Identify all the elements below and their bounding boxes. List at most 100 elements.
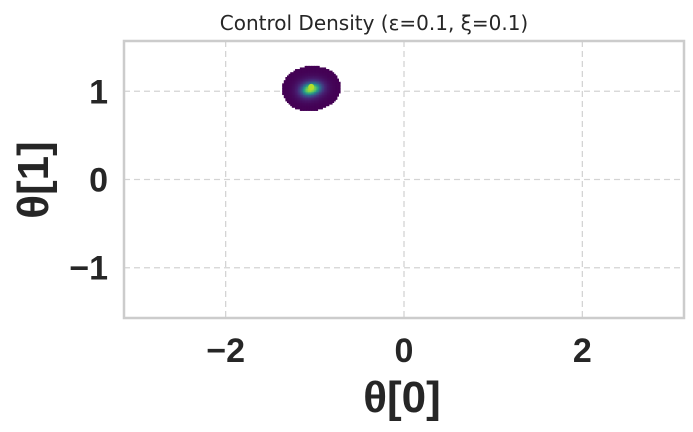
density-cell: [304, 69, 307, 72]
density-cell: [283, 80, 287, 83]
density-cell: [298, 100, 301, 103]
density-cell: [287, 88, 290, 91]
density-cell: [299, 72, 303, 75]
density-cell: [309, 67, 312, 70]
density-cell: [319, 81, 322, 84]
density-cell: [295, 72, 298, 75]
density-cell: [327, 75, 330, 78]
density-cell: [333, 89, 336, 92]
density-cell: [331, 94, 335, 97]
density-cell: [299, 89, 303, 92]
density-cell: [291, 86, 295, 89]
density-cell: [323, 76, 327, 80]
density-cell: [306, 108, 309, 111]
density-cell: [315, 99, 319, 102]
density-cell: [333, 91, 336, 94]
density-cell: [335, 86, 338, 89]
density-cell: [309, 73, 312, 77]
density-cell: [296, 103, 299, 107]
density-cell: [327, 70, 330, 73]
density-cell: [307, 103, 311, 107]
density-cell: [295, 107, 298, 110]
density-cell: [303, 75, 306, 78]
density-cell: [285, 80, 288, 83]
density-cell: [323, 92, 327, 96]
density-cell: [319, 99, 322, 102]
density-cell: [325, 94, 328, 97]
density-cell: [315, 76, 319, 80]
density-cell: [330, 94, 333, 97]
density-cell: [287, 84, 290, 88]
density-cell: [288, 83, 291, 86]
density-cell: [311, 78, 314, 81]
density-cell: [299, 105, 303, 108]
density-cell: [322, 88, 325, 91]
density-cell: [309, 99, 312, 102]
density-cell: [307, 102, 311, 105]
density-cell: [311, 73, 314, 77]
density-cell: [288, 99, 291, 102]
density-cell: [290, 75, 293, 78]
density-cell: [330, 81, 333, 84]
density-cell: [304, 67, 307, 70]
density-cell: [306, 94, 309, 97]
density-cell: [301, 86, 304, 89]
density-cell: [319, 83, 322, 86]
density-cell: [303, 83, 306, 86]
density-cell: [290, 97, 293, 100]
density-cell: [288, 91, 291, 94]
density-cell: [301, 96, 304, 99]
density-cell: [309, 91, 312, 94]
density-cell: [315, 80, 319, 83]
density-cell: [312, 105, 315, 108]
density-cell: [298, 76, 301, 80]
density-cell: [338, 86, 341, 89]
density-cell: [317, 91, 320, 94]
density-cell: [288, 84, 291, 88]
density-cell: [327, 81, 330, 84]
density-cell: [320, 105, 323, 108]
density-cell: [282, 86, 285, 89]
density-cell: [304, 105, 307, 108]
density-cell: [311, 99, 314, 102]
density-cell: [317, 81, 320, 84]
density-cell: [330, 91, 333, 94]
density-cell: [293, 76, 296, 80]
density-cell: [290, 86, 293, 89]
density-cell: [323, 94, 327, 97]
density-cell: [335, 83, 338, 86]
density-cell: [317, 100, 320, 103]
density-cell: [291, 99, 295, 102]
density-cell: [296, 84, 299, 88]
density-cell: [330, 83, 333, 86]
density-cell: [288, 92, 291, 96]
density-cell: [335, 96, 338, 99]
density-cell: [314, 96, 317, 99]
density-cell: [299, 92, 303, 96]
density-cell: [338, 84, 341, 88]
density-cell: [320, 70, 323, 73]
density-cell: [323, 67, 327, 70]
density-cell: [315, 96, 319, 99]
density-cell: [306, 96, 309, 99]
density-cell: [299, 76, 303, 80]
density-cell: [325, 76, 328, 80]
density-cell: [325, 100, 328, 103]
density-cell: [320, 76, 323, 80]
density-cell: [288, 102, 291, 105]
plot-area: [122, 39, 686, 320]
density-cell: [311, 107, 314, 110]
density-cell: [323, 91, 327, 94]
density-cell: [328, 91, 331, 94]
density-cell: [306, 84, 309, 88]
density-cell: [287, 96, 290, 99]
density-cell: [303, 97, 306, 100]
density-cell: [295, 92, 298, 96]
density-cell: [312, 80, 315, 83]
density-cell: [304, 80, 307, 83]
density-cell: [314, 91, 317, 94]
density-cell: [314, 99, 317, 102]
density-cell: [295, 100, 298, 103]
density-cell: [293, 81, 296, 84]
density-cell: [290, 88, 293, 91]
